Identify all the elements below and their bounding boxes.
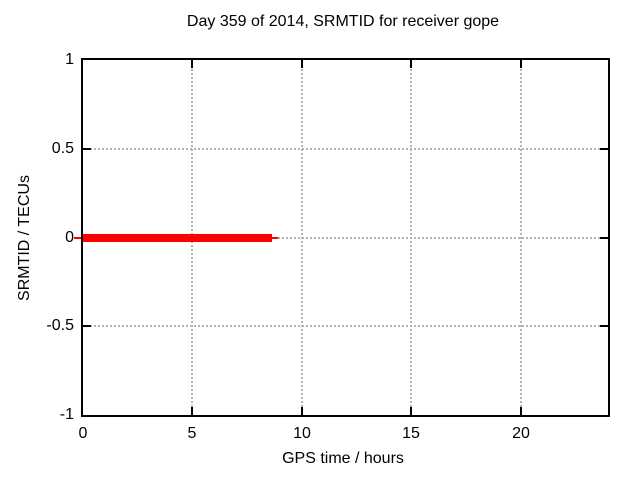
y-tick-mark xyxy=(83,147,91,150)
y-gridline xyxy=(83,325,608,328)
x-tick-mark xyxy=(519,407,522,415)
x-tick-mark xyxy=(300,407,303,415)
y-tick-label: 0 xyxy=(65,229,74,246)
x-tick-mark xyxy=(191,407,194,415)
x-tick-label: 5 xyxy=(187,425,197,442)
x-tick-label: 15 xyxy=(402,425,420,442)
x-tick-mark xyxy=(300,60,303,68)
x-tick-label: 20 xyxy=(512,425,530,442)
chart-title: Day 359 of 2014, SRMTID for receiver gop… xyxy=(186,13,500,30)
y-tick-mark xyxy=(600,236,608,239)
y-gridline xyxy=(83,147,608,150)
x-tick-label: 10 xyxy=(293,425,311,442)
y-tick-label: -1 xyxy=(59,406,74,423)
x-tick-mark xyxy=(410,60,413,68)
series-edge-mark xyxy=(272,237,278,239)
x-tick-mark xyxy=(410,407,413,415)
y-tick-mark xyxy=(83,325,91,328)
plot-area xyxy=(74,58,610,417)
y-tick-mark xyxy=(600,147,608,150)
x-tick-label: 0 xyxy=(78,425,88,442)
y-tick-label: 1 xyxy=(65,51,74,68)
y-gridline xyxy=(83,236,608,239)
y-tick-label: 0.5 xyxy=(51,140,74,157)
x-tick-mark xyxy=(191,60,194,68)
x-axis-label: GPS time / hours xyxy=(282,450,404,467)
series-edge-mark xyxy=(74,237,81,239)
y-tick-mark xyxy=(600,325,608,328)
y-tick-label: -0.5 xyxy=(46,317,74,334)
series-line xyxy=(83,234,272,242)
x-tick-mark xyxy=(519,60,522,68)
